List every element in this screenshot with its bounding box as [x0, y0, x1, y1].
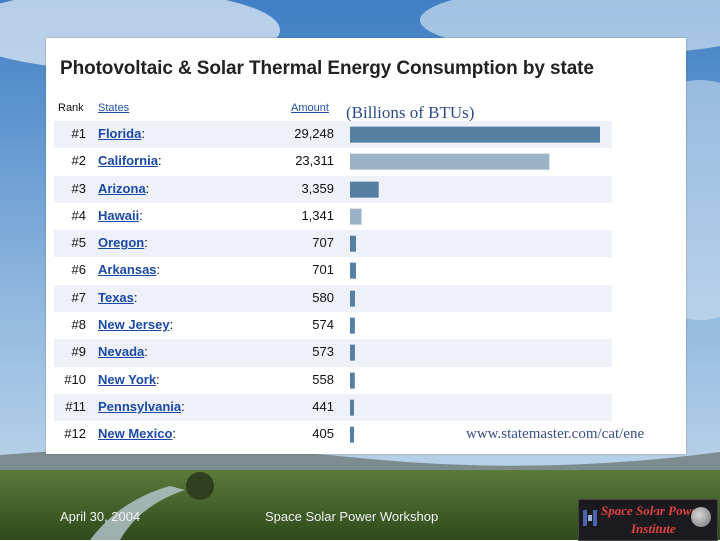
state-cell: Texas:	[98, 289, 138, 305]
state-link[interactable]: Arizona	[98, 180, 146, 196]
amount-label: 405	[312, 426, 334, 442]
rank-label: #1	[71, 126, 86, 141]
header-amount[interactable]: Amount	[291, 102, 329, 114]
table-row: #9 Nevada: 573	[54, 339, 612, 367]
rank-label: #5	[71, 235, 86, 251]
bar-texas	[350, 290, 355, 307]
state-cell: Nevada:	[98, 344, 148, 360]
bar-california	[350, 153, 550, 170]
state-link[interactable]: New York	[98, 371, 157, 387]
amount-label: 23,311	[295, 153, 334, 169]
bar-new-mexico	[350, 426, 354, 443]
bar-hawaii	[350, 208, 362, 225]
state-link[interactable]: New Mexico	[98, 426, 173, 442]
state-link[interactable]: Texas	[98, 289, 134, 305]
state-link[interactable]: Oregon	[98, 235, 145, 251]
state-link[interactable]: California	[98, 153, 158, 169]
rank-label: #6	[71, 262, 86, 278]
rank-label: #11	[65, 398, 86, 414]
rank-label: #9	[71, 344, 86, 360]
logo-text-line2: Institute	[631, 521, 676, 536]
source-url: www.statemaster.com/cat/ene	[466, 426, 645, 442]
state-link[interactable]: New Jersey	[98, 317, 170, 333]
table-row: #2 California: 23,311	[54, 148, 612, 175]
rank-label: #4	[71, 207, 86, 223]
bar-track	[350, 153, 550, 170]
page-number: 4	[650, 509, 658, 524]
bar-arizona	[350, 181, 379, 198]
state-cell: New York:	[98, 371, 160, 387]
institute-logo: Space Solar Power Institute	[578, 499, 718, 541]
table-row: #6 Arkansas: 701	[54, 257, 612, 284]
rank-label: #12	[64, 426, 86, 442]
amount-label: 573	[312, 344, 334, 360]
moon-icon	[691, 507, 711, 527]
table-row: #4 Hawaii: 1,341	[54, 203, 612, 230]
bar-track	[350, 426, 354, 443]
bar-track	[350, 290, 355, 307]
bar-oregon	[350, 235, 356, 252]
unit-note: (Billions of BTUs)	[346, 103, 475, 122]
table-row: #10 New York: 558	[54, 367, 612, 394]
state-link[interactable]: Arkansas	[98, 262, 157, 278]
state-cell: Arkansas:	[98, 262, 161, 278]
amount-label: 580	[312, 289, 334, 305]
bar-track	[350, 208, 362, 225]
bar-track	[350, 345, 355, 362]
state-link[interactable]: Nevada	[98, 344, 145, 360]
header-states[interactable]: States	[98, 102, 130, 114]
header-rank: Rank	[58, 102, 84, 114]
amount-label: 3,359	[301, 180, 334, 196]
bar-arkansas	[350, 263, 356, 280]
state-cell: Pennsylvania:	[98, 398, 185, 414]
bar-florida	[350, 126, 600, 143]
table-row: #1 Florida: 29,248	[54, 121, 612, 149]
rank-label: #8	[71, 317, 86, 333]
satellite-icon	[583, 510, 597, 526]
logo-text-line1: Space Solar Power	[601, 503, 703, 518]
bar-track	[350, 181, 379, 198]
rank-label: #10	[64, 371, 86, 387]
bar-track	[350, 317, 355, 334]
state-cell: Florida:	[98, 126, 145, 141]
bar-new-jersey	[350, 317, 355, 334]
state-cell: Oregon:	[98, 235, 148, 251]
bar-track	[350, 372, 355, 389]
slide-title: Photovoltaic & Solar Thermal Energy Cons…	[60, 58, 594, 79]
bar-track	[350, 263, 356, 280]
table-row: #3 Arizona: 3,359	[54, 175, 612, 203]
state-cell: Hawaii:	[98, 207, 143, 223]
state-link[interactable]: Pennsylvania	[98, 398, 182, 414]
footer-date: April 30, 2004	[60, 509, 141, 524]
amount-label: 558	[312, 371, 334, 387]
data-table: #1 Florida: 29,248 #2 California: 23,311 #3 Ari…	[54, 121, 612, 449]
amount-label: 441	[312, 398, 334, 414]
state-cell: New Mexico:	[98, 426, 177, 442]
state-link[interactable]: Hawaii	[98, 207, 140, 223]
bar-pennsylvania	[350, 399, 354, 416]
state-link[interactable]: Florida	[98, 126, 142, 141]
table-row: #7 Texas: 580	[54, 284, 612, 313]
table-row: #11 Pennsylvania: 441	[54, 393, 612, 422]
amount-label: 701	[312, 262, 334, 278]
state-cell: New Jersey:	[98, 317, 174, 333]
footer-title: Space Solar Power Workshop	[265, 509, 439, 524]
bar-nevada	[350, 345, 355, 362]
amount-label: 574	[312, 317, 334, 333]
bar-track	[350, 235, 356, 252]
rank-label: #3	[71, 180, 86, 196]
bar-track	[350, 399, 354, 416]
rank-label: #2	[71, 153, 86, 169]
rank-label: #7	[71, 289, 86, 305]
table-row: #8 New Jersey: 574	[54, 312, 612, 339]
bar-track	[350, 126, 600, 143]
state-cell: Arizona:	[98, 180, 150, 196]
table-row: #5 Oregon: 707	[54, 230, 612, 258]
amount-label: 1,341	[301, 207, 334, 223]
amount-label: 29,248	[294, 126, 334, 141]
table-row: #12 New Mexico: 405	[54, 421, 612, 448]
bar-new-york	[350, 372, 355, 389]
state-cell: California:	[98, 153, 162, 169]
amount-label: 707	[312, 235, 334, 251]
